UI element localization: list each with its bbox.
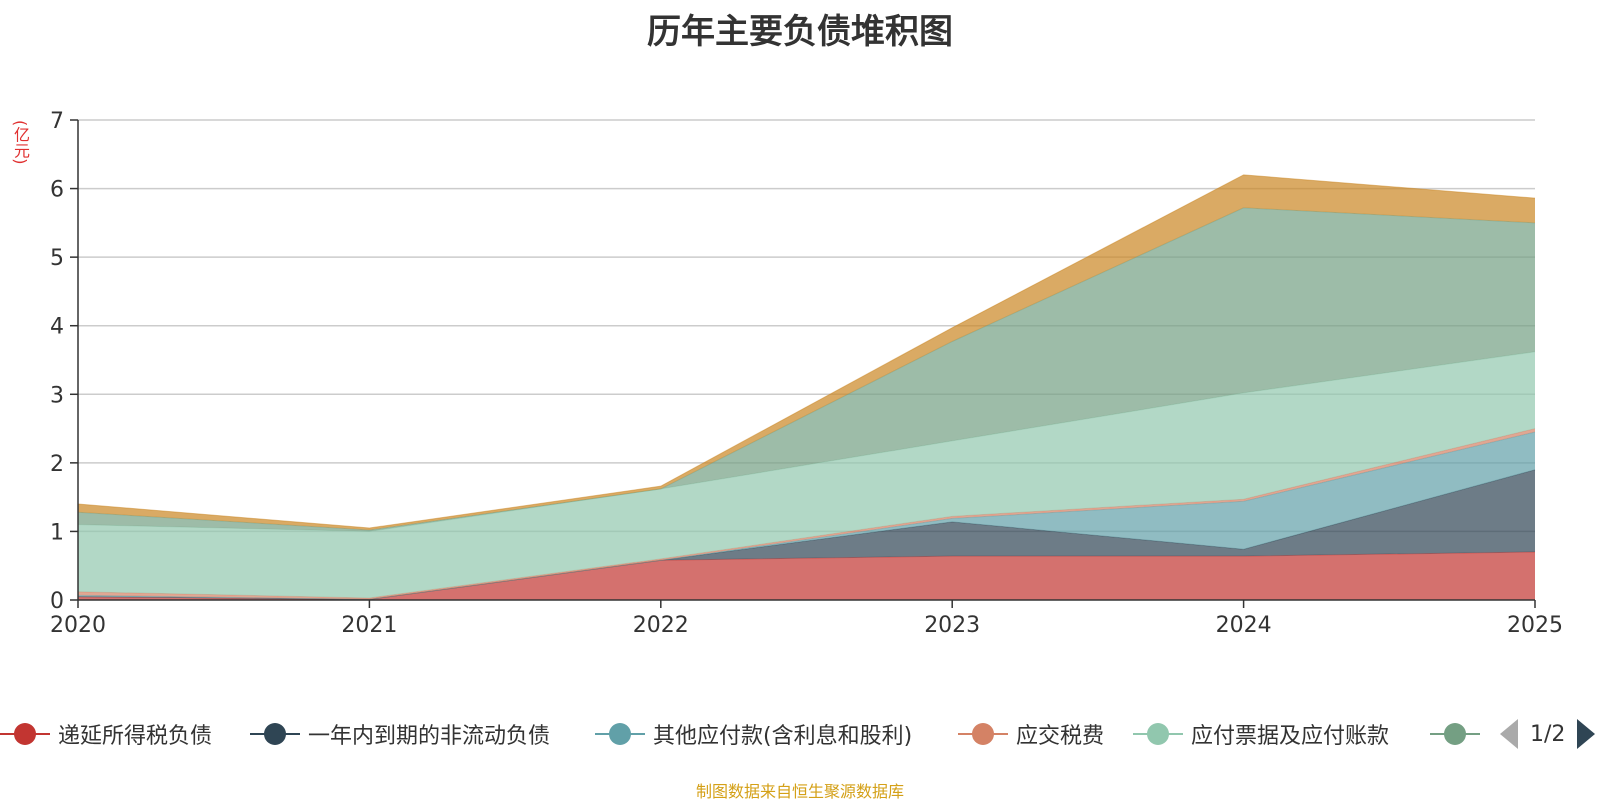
legend-symbol-icon <box>1430 716 1480 752</box>
y-tick-label: 0 <box>50 589 64 614</box>
legend-label: 一年内到期的非流动负债 <box>308 724 551 749</box>
area-series-3[interactable] <box>78 432 1535 600</box>
legend-symbol-icon <box>0 716 50 752</box>
stacked-area-chart: 0 1 2 3 4 5 6 7 2020 2021 2022 2023 2024 2025 <box>50 109 1563 638</box>
area-series-6[interactable] <box>78 207 1535 532</box>
area-series-5[interactable] <box>78 351 1535 598</box>
tick-labels: 0 1 2 3 4 5 6 7 2020 2021 2022 2023 2024 2025 <box>50 109 1563 638</box>
axes <box>70 119 1536 608</box>
legend: 递延所得税负债 一年内到期的非流动负债 其他应付款(含利息和股利) 应交税费 应付票据及… <box>0 716 1600 752</box>
legend-label: 应付票据及应付账款 <box>1191 724 1390 749</box>
legend-label: 递延所得税负债 <box>58 724 213 749</box>
legend-symbol-icon <box>958 716 1008 752</box>
area-series-1[interactable] <box>78 552 1535 600</box>
y-tick-label: 4 <box>50 315 64 340</box>
y-tick-label: 1 <box>50 520 64 545</box>
legend-symbol-icon <box>250 716 300 752</box>
y-tick-label: 5 <box>50 246 64 271</box>
legend-item[interactable]: 递延所得税负债 <box>0 716 212 752</box>
legend-next-page-icon[interactable] <box>1577 719 1596 749</box>
legend-item[interactable]: 应付票据及应付账款 <box>1133 716 1389 752</box>
y-axis-unit-label: (亿元) <box>11 120 30 165</box>
x-tick-label: 2024 <box>1216 613 1272 638</box>
legend-label: 应交税费 <box>1016 724 1105 749</box>
legend-item[interactable]: 一年内到期的非流动负债 <box>250 716 550 752</box>
legend-page-indicator: 1/2 <box>1530 721 1566 747</box>
legend-symbol-icon <box>595 716 645 752</box>
area-series <box>77 174 1536 600</box>
y-tick-label: 2 <box>50 452 64 477</box>
y-tick-label: 6 <box>50 178 64 203</box>
legend-item[interactable]: 应交税费 <box>958 716 1104 752</box>
area-series-line-7 <box>77 174 1536 529</box>
legend-pager: 1/2 <box>1500 716 1596 752</box>
y-tick-label: 3 <box>50 383 64 408</box>
x-tick-label: 2023 <box>924 613 980 638</box>
area-series-7[interactable] <box>78 174 1535 531</box>
legend-label: 其他应付款(含利息和股利) <box>653 724 913 749</box>
source-note: 制图数据来自恒生聚源数据库 <box>695 782 904 801</box>
legend-item[interactable]: 其他应付款(含利息和股利) <box>595 716 912 752</box>
legend-prev-page-icon[interactable] <box>1500 719 1518 749</box>
legend-symbol-icon <box>1133 716 1183 752</box>
y-tick-label: 7 <box>50 109 64 134</box>
chart-title: 历年主要负债堆积图 <box>647 12 953 52</box>
x-tick-label: 2021 <box>341 613 397 638</box>
legend-item[interactable] <box>1430 716 1480 752</box>
x-tick-label: 2025 <box>1507 613 1563 638</box>
x-tick-label: 2020 <box>50 613 106 638</box>
x-tick-label: 2022 <box>633 613 689 638</box>
